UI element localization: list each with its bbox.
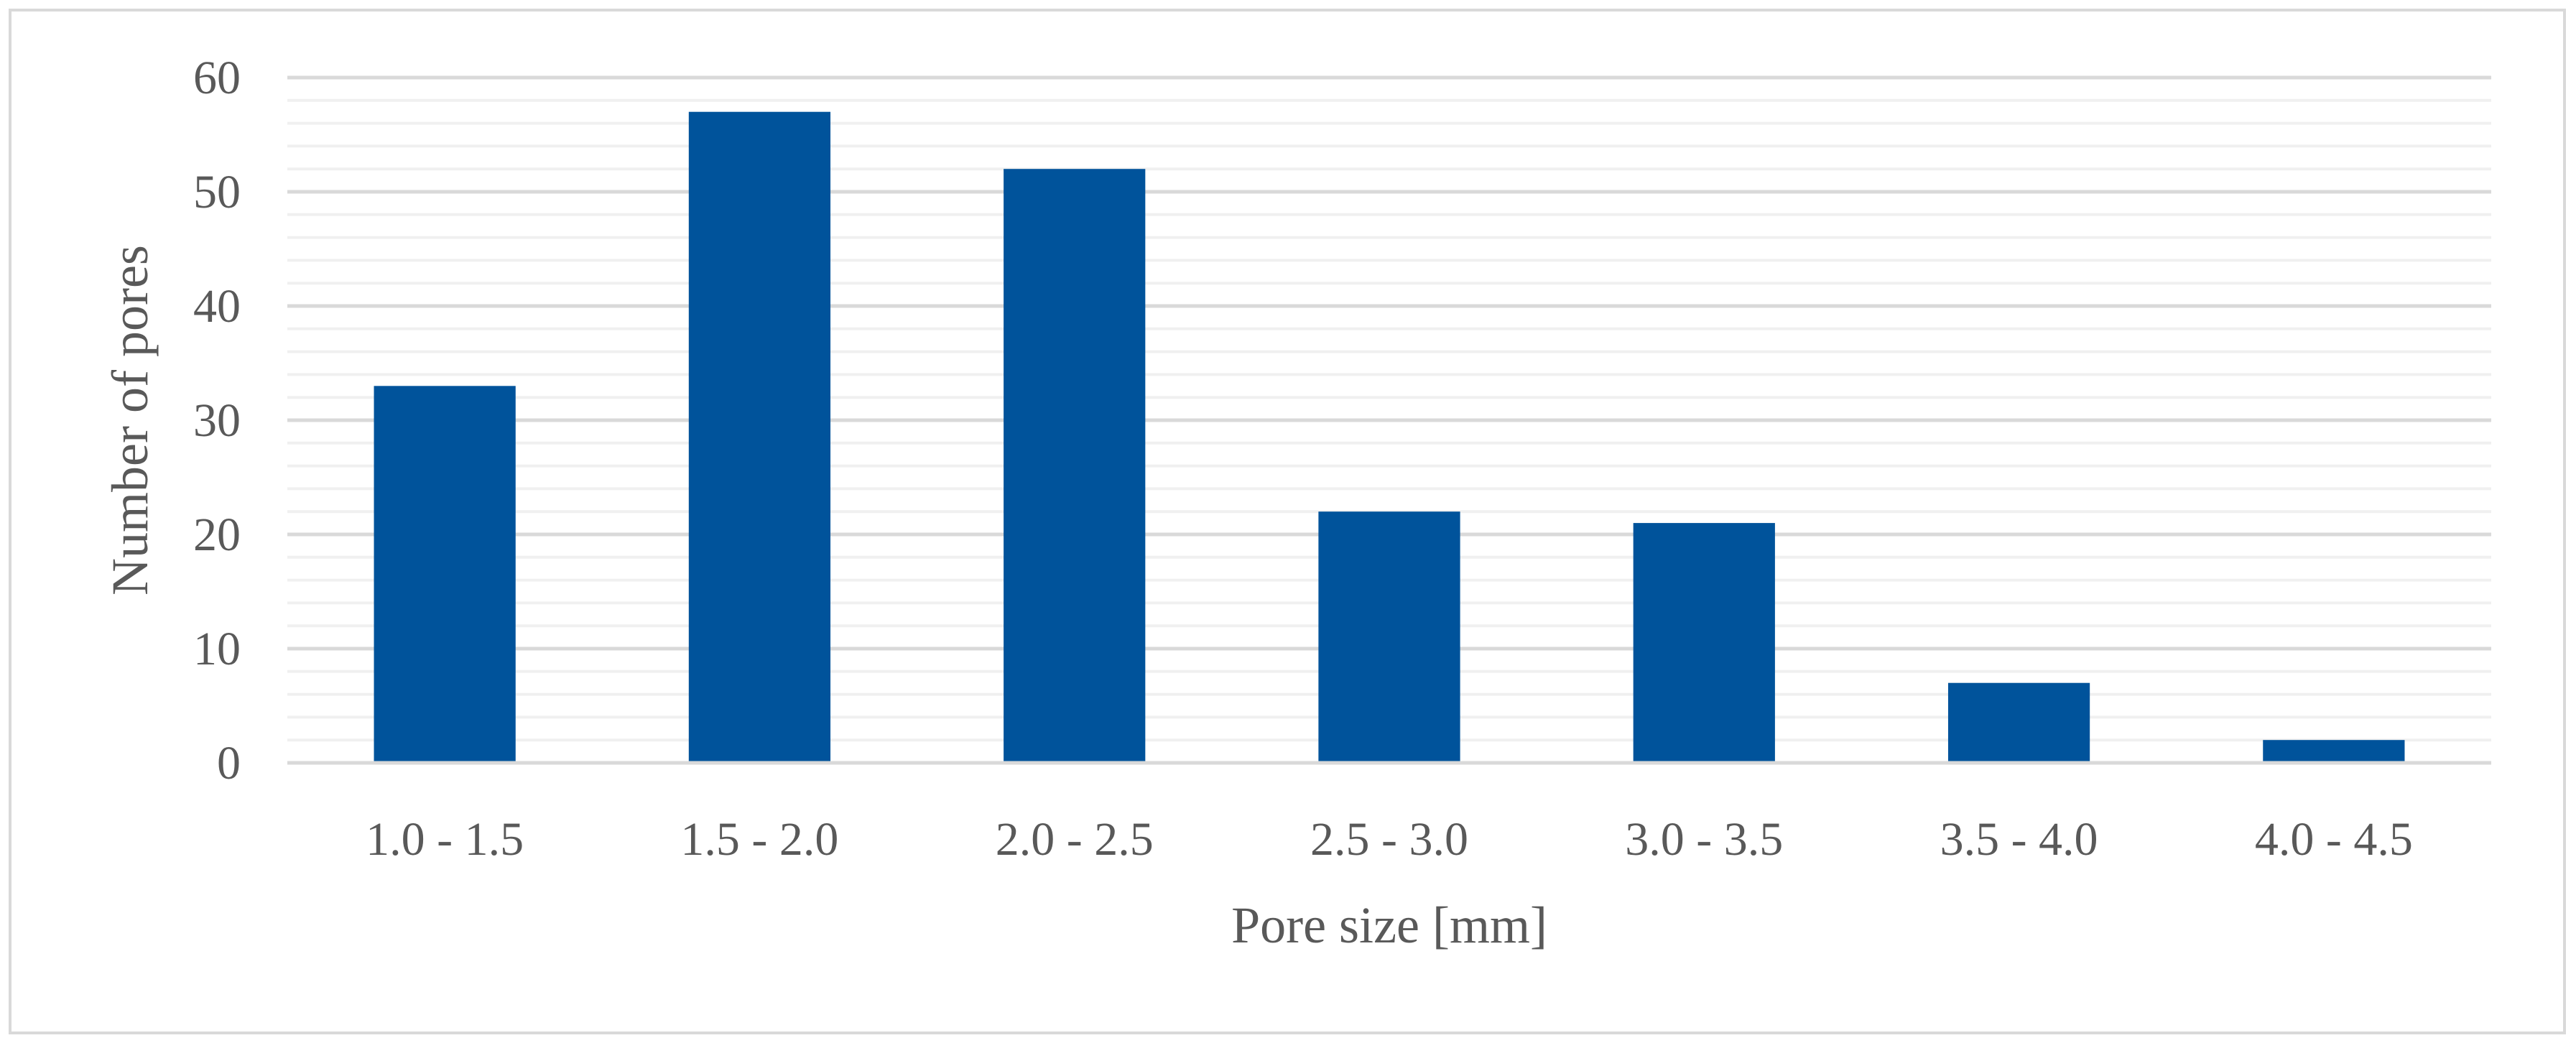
bar (688, 111, 831, 763)
bar (2263, 740, 2405, 763)
x-tick-label: 1.0 - 1.5 (366, 813, 524, 866)
bar (1004, 169, 1146, 763)
y-axis-title: Number of pores (101, 245, 159, 595)
y-tick-label: 60 (193, 52, 241, 104)
x-axis-title: Pore size [mm] (1231, 896, 1547, 954)
y-axis-ticks: 0 10 20 30 40 50 60 (193, 52, 241, 789)
bar (374, 386, 516, 763)
y-tick-label: 10 (193, 623, 241, 675)
y-tick-label: 40 (193, 280, 241, 333)
bar (1947, 682, 2090, 763)
y-tick-label: 0 (217, 737, 241, 789)
y-tick-label: 30 (193, 394, 241, 447)
x-tick-label: 2.5 - 3.0 (1310, 813, 1468, 866)
y-tick-label: 50 (193, 166, 241, 218)
bar (1318, 511, 1460, 763)
x-tick-label: 3.5 - 4.0 (1940, 813, 2098, 866)
x-tick-label: 1.5 - 2.0 (680, 813, 838, 866)
x-tick-label: 2.0 - 2.5 (996, 813, 1154, 866)
bar (1633, 523, 1775, 763)
x-axis-ticks: 1.0 - 1.5 1.5 - 2.0 2.0 - 2.5 2.5 - 3.0 3.0 … (366, 813, 2413, 866)
bars (374, 111, 2405, 763)
x-tick-label: 3.0 - 3.5 (1625, 813, 1783, 866)
y-tick-label: 20 (193, 509, 241, 561)
x-tick-label: 4.0 - 4.5 (2255, 813, 2413, 866)
